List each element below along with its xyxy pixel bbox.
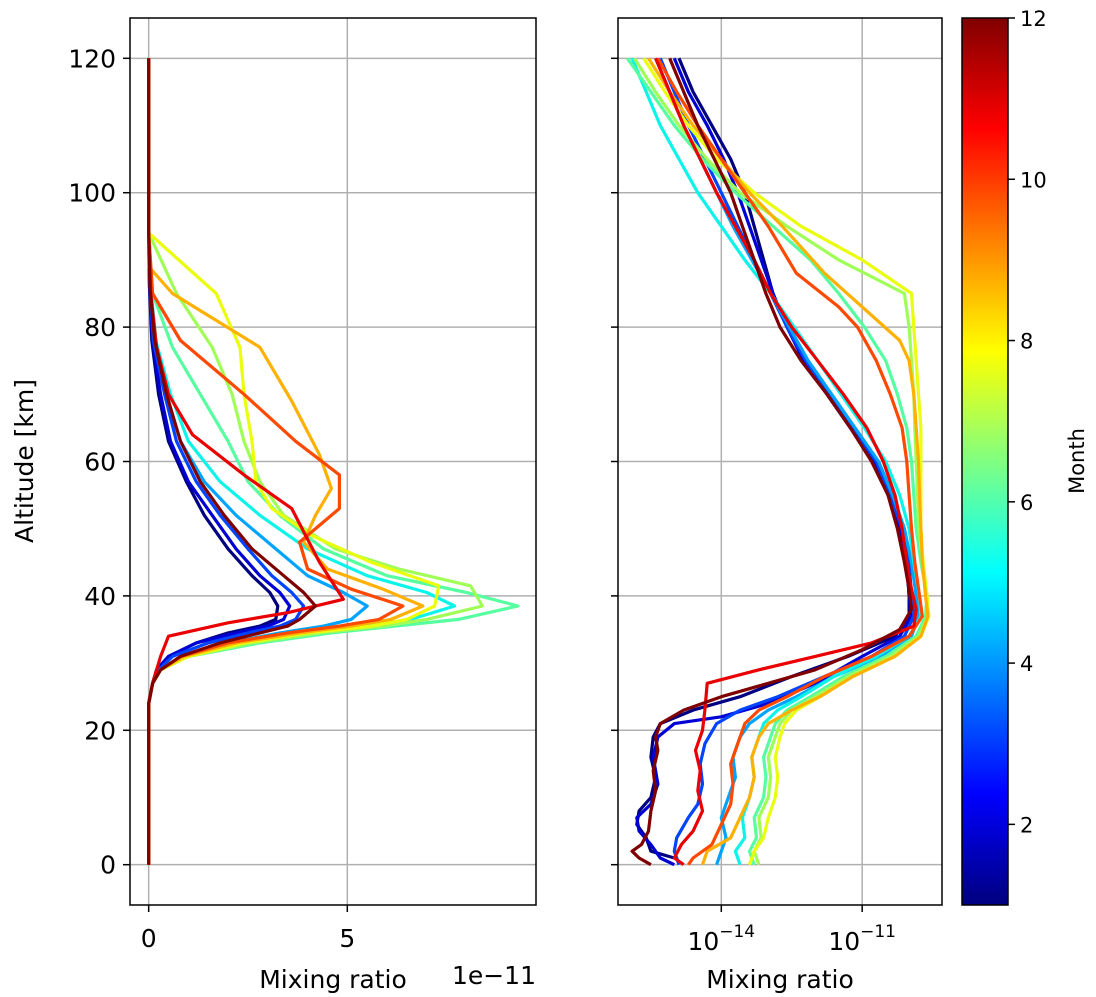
colorbar-tick-label: 2 [1020, 813, 1033, 837]
colorbar-ticks: 2 4 6 8 10 12 [1008, 7, 1047, 837]
right-x-axis-label: Mixing ratio [706, 965, 854, 994]
y-tick-label: 20 [84, 716, 116, 745]
right-panel: 10−14 10−11 Mixing ratio [611, 17, 943, 994]
left-x-tick-label: 0 [141, 924, 157, 953]
right-ticks: 10−14 10−11 [611, 57, 896, 956]
y-tick-label: 80 [84, 313, 116, 342]
left-x-axis-label: Mixing ratio [259, 965, 407, 994]
y-tick-label: 100 [68, 179, 116, 208]
colorbar-tick-label: 8 [1020, 330, 1033, 354]
colorbar-tick-label: 6 [1020, 491, 1033, 515]
y-axis-label: Altitude [km] [10, 379, 39, 543]
left-x-offset-label: 1e−11 [452, 961, 536, 990]
colorbar-gradient [961, 17, 1009, 906]
left-series-lines [147, 58, 520, 865]
right-series-line-month-11 [654, 57, 918, 867]
right-x-tick-label: 10−11 [828, 922, 896, 956]
left-series-line-month-12 [147, 58, 318, 865]
y-tick-label: 60 [84, 448, 116, 477]
colorbar-label: Month [1065, 428, 1089, 494]
left-x-tick-label: 5 [339, 924, 355, 953]
y-tick-label: 120 [68, 44, 116, 73]
colorbar-tick-label: 12 [1020, 7, 1047, 31]
left-panel: 0 20 40 60 80 100 120 0 5 Mixing ratio 1e−11 Alt… [10, 17, 537, 994]
left-series-line-month-2 [147, 58, 292, 865]
y-tick-label: 40 [84, 582, 116, 611]
left-gridlines [130, 18, 536, 905]
left-ticks: 0 20 40 60 80 100 120 0 5 [68, 44, 355, 953]
colorbar-tick-label: 10 [1020, 168, 1047, 192]
right-series-line-month-10 [656, 57, 924, 866]
right-x-tick-label: 10−14 [687, 922, 755, 956]
colorbar: 2 4 6 8 10 12 Month [961, 7, 1089, 906]
colorbar-tick-label: 4 [1020, 652, 1033, 676]
right-series-line-month-9 [647, 57, 930, 866]
y-tick-label: 0 [100, 851, 116, 880]
right-gridlines [618, 18, 942, 905]
right-series-line-month-4 [654, 57, 921, 866]
right-series-line-month-12 [630, 57, 914, 867]
right-series-lines [626, 57, 931, 867]
